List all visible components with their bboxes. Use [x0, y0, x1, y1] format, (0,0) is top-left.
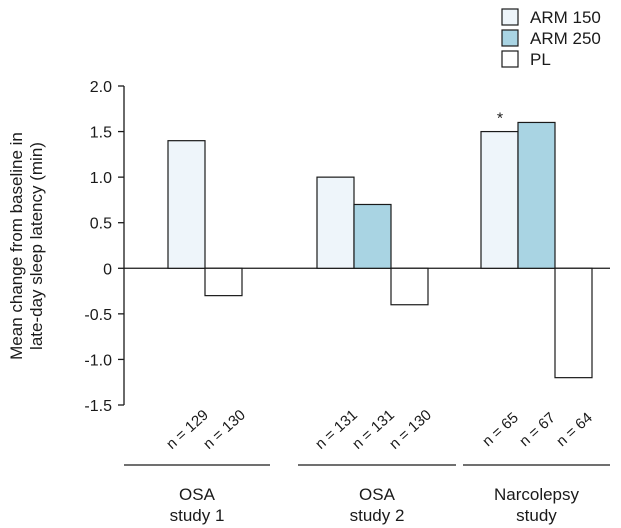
- legend-label-pl: PL: [530, 50, 551, 69]
- sample-size-label: n = 130: [200, 406, 249, 452]
- bar-arm-150-group-1: [167, 140, 206, 269]
- bar-pl-group-2: [390, 267, 429, 306]
- group-label: OSA: [359, 485, 396, 504]
- y-tick-label: -1.5: [84, 398, 112, 415]
- y-tick-label: -0.5: [84, 307, 112, 324]
- legend-swatch-arm-250: [501, 29, 519, 47]
- y-axis-title-line: Mean change from baseline in: [7, 132, 26, 360]
- bar-pl-group-3: [554, 267, 593, 379]
- legend-swatch-arm-150: [501, 8, 519, 26]
- group-label: Narcolepsy: [494, 485, 580, 504]
- y-tick-label: 0: [103, 261, 112, 278]
- bar-arm-150-group-3: [480, 130, 519, 269]
- y-tick-label: 2.0: [90, 79, 112, 96]
- y-axis-title-line: late-day sleep latency (min): [27, 142, 46, 350]
- sample-size-label: n = 64: [553, 409, 596, 450]
- legend-label-arm-150: ARM 150: [530, 8, 601, 27]
- legend-swatch-pl: [501, 50, 519, 68]
- y-tick-label: 1.0: [90, 170, 112, 187]
- group-labels: OSA study 1 OSA study 2 Narcolepsy study: [124, 464, 610, 525]
- legend-label-arm-250: ARM 250: [530, 29, 601, 48]
- y-tick-label: 1.5: [90, 125, 112, 142]
- group-label: study 1: [170, 506, 225, 525]
- group-label: study: [516, 506, 557, 525]
- legend: ARM 150 ARM 250 PL: [501, 8, 601, 69]
- bar-pl-group-1: [204, 267, 243, 297]
- bar-arm-250-group-3: [517, 121, 556, 269]
- sample-size-label: n = 130: [386, 406, 435, 452]
- bar-arm-250-group-2: [353, 203, 392, 269]
- group-label: study 2: [350, 506, 405, 525]
- significance-marker: *: [497, 111, 503, 128]
- plot-area: *: [124, 111, 610, 379]
- y-axis-title: Mean change from baseline inlate-day sle…: [7, 132, 46, 360]
- group-label: OSA: [179, 485, 216, 504]
- sample-size-label: n = 67: [516, 409, 559, 450]
- sample-size-label: n = 65: [479, 409, 522, 450]
- y-axis: 2.0 1.5 1.0 0.5 0 -0.5 -1.0 -1.5 Mean change fro…: [7, 79, 125, 415]
- y-tick-label: -1.0: [84, 352, 112, 369]
- bar-arm-150-group-2: [316, 176, 355, 269]
- y-tick-label: 0.5: [90, 216, 112, 233]
